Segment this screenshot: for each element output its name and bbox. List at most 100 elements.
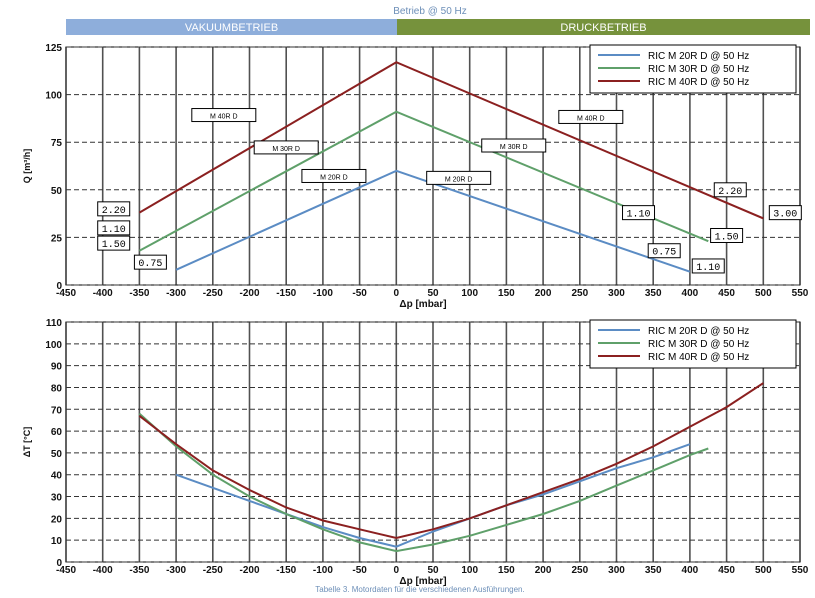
y-tick-label: 110 bbox=[46, 318, 63, 329]
x-tick-label: -300 bbox=[166, 565, 186, 576]
model-label-box bbox=[253, 140, 319, 155]
model-label: M 40R D bbox=[577, 115, 605, 122]
mode-band-vacuum bbox=[66, 19, 397, 35]
x-tick-label: -50 bbox=[352, 288, 367, 299]
value-label-box bbox=[97, 220, 131, 236]
x-tick-label: 300 bbox=[608, 288, 625, 299]
y-axis-label: Q [m³/h] bbox=[22, 149, 32, 184]
x-tick-label: 500 bbox=[755, 565, 772, 576]
x-tick-label: 200 bbox=[535, 565, 552, 576]
y-tick-label: 20 bbox=[51, 514, 63, 525]
x-tick-label: -250 bbox=[203, 565, 223, 576]
x-tick-label: -300 bbox=[166, 288, 186, 299]
x-tick-label: 450 bbox=[718, 288, 735, 299]
x-tick-label: 200 bbox=[535, 288, 552, 299]
value-label: 1.10 bbox=[627, 210, 651, 221]
x-tick-label: -100 bbox=[313, 565, 333, 576]
y-tick-label: 25 bbox=[51, 233, 63, 244]
model-label: M 30R D bbox=[500, 144, 528, 151]
x-tick-label: 500 bbox=[755, 288, 772, 299]
y-tick-label: 70 bbox=[51, 405, 63, 416]
series-line-m30 bbox=[138, 412, 709, 553]
x-tick-label: 100 bbox=[461, 288, 478, 299]
x-tick-label: -350 bbox=[129, 565, 149, 576]
x-tick-label: 50 bbox=[427, 288, 439, 299]
y-tick-label: 0 bbox=[56, 558, 62, 569]
value-label-box bbox=[691, 258, 725, 274]
y-tick-label: 30 bbox=[51, 493, 63, 504]
value-label: 1.50 bbox=[715, 232, 739, 243]
series-line-m40 bbox=[138, 61, 764, 220]
x-axis-label: Δp [mbar] bbox=[399, 299, 446, 310]
model-label-box bbox=[558, 109, 624, 124]
x-axis-label: Δp [mbar] bbox=[399, 576, 446, 587]
x-tick-label: 0 bbox=[394, 288, 400, 299]
y-tick-label: 50 bbox=[51, 449, 63, 460]
series-line-m20 bbox=[175, 169, 691, 273]
x-tick-label: -400 bbox=[93, 565, 113, 576]
y-tick-label: 60 bbox=[51, 427, 63, 438]
x-tick-label: 0 bbox=[394, 565, 400, 576]
x-tick-label: 150 bbox=[498, 565, 515, 576]
x-tick-label: 350 bbox=[645, 565, 662, 576]
x-tick-label: -450 bbox=[56, 565, 76, 576]
x-tick-label: -150 bbox=[276, 565, 296, 576]
y-tick-label: 0 bbox=[56, 281, 62, 292]
x-tick-label: 550 bbox=[792, 288, 809, 299]
value-label-box bbox=[97, 235, 131, 251]
figure-caption: Tabelle 3. Motordaten für die verschiede… bbox=[315, 585, 524, 594]
legend-entry: RIC M 30R D @ 50 Hz bbox=[648, 64, 749, 75]
y-tick-label: 80 bbox=[51, 383, 63, 394]
value-label-box bbox=[713, 182, 747, 198]
x-tick-label: 100 bbox=[461, 565, 478, 576]
x-tick-label: 300 bbox=[608, 565, 625, 576]
series-line-m30 bbox=[138, 110, 709, 252]
x-tick-label: 550 bbox=[792, 565, 809, 576]
x-tick-label: -400 bbox=[93, 288, 113, 299]
x-tick-label: -100 bbox=[313, 288, 333, 299]
model-label-box bbox=[426, 170, 492, 185]
x-tick-label: 400 bbox=[682, 288, 699, 299]
y-tick-label: 40 bbox=[51, 471, 63, 482]
value-label: 1.10 bbox=[102, 225, 126, 236]
mode-bands: VAKUUMBETRIEB DRUCKBETRIEB bbox=[66, 19, 810, 35]
model-label-box bbox=[191, 108, 257, 123]
mode-band-label: DRUCKBETRIEB bbox=[560, 22, 646, 34]
value-label: 1.10 bbox=[696, 263, 720, 274]
y-axis-label: ΔT [°C] bbox=[22, 427, 32, 458]
legend-entry: RIC M 40R D @ 50 Hz bbox=[648, 77, 749, 88]
legend-entry: RIC M 30R D @ 50 Hz bbox=[648, 339, 749, 350]
value-label-box bbox=[622, 205, 656, 221]
y-tick-label: 50 bbox=[51, 186, 63, 197]
model-label-box bbox=[481, 138, 547, 153]
x-tick-label: -250 bbox=[203, 288, 223, 299]
temperature-chart: -450 -400 -350 -300 -250 -200 -150 -100 -50 0 50 10… bbox=[22, 318, 809, 587]
value-label-box bbox=[133, 254, 167, 270]
model-label: M 20R D bbox=[445, 176, 473, 183]
legend-box bbox=[589, 319, 797, 369]
value-label: 0.75 bbox=[652, 248, 676, 259]
page-title: Betrieb @ 50 Hz bbox=[393, 6, 467, 17]
value-label: 3.00 bbox=[773, 210, 797, 221]
x-tick-label: 50 bbox=[427, 565, 439, 576]
mode-band-label: VAKUUMBETRIEB bbox=[185, 22, 278, 34]
x-tick-label: 450 bbox=[718, 565, 735, 576]
y-tick-label: 75 bbox=[51, 138, 63, 149]
value-label-box bbox=[647, 243, 681, 259]
legend-entry: RIC M 20R D @ 50 Hz bbox=[648, 51, 749, 62]
y-tick-label: 10 bbox=[51, 536, 63, 547]
y-tick-label: 90 bbox=[51, 362, 63, 373]
value-label: 2.20 bbox=[718, 187, 742, 198]
x-tick-label: 150 bbox=[498, 288, 515, 299]
value-label: 0.75 bbox=[138, 259, 162, 270]
x-tick-label: -200 bbox=[239, 565, 259, 576]
value-label-box bbox=[97, 201, 131, 217]
model-label: M 20R D bbox=[320, 174, 348, 181]
y-tick-label: 100 bbox=[45, 91, 62, 102]
series-line-m40 bbox=[138, 382, 764, 540]
x-tick-label: -200 bbox=[239, 288, 259, 299]
value-label: 1.50 bbox=[102, 240, 126, 251]
x-tick-label: 350 bbox=[645, 288, 662, 299]
y-tick-label: 125 bbox=[45, 43, 62, 54]
